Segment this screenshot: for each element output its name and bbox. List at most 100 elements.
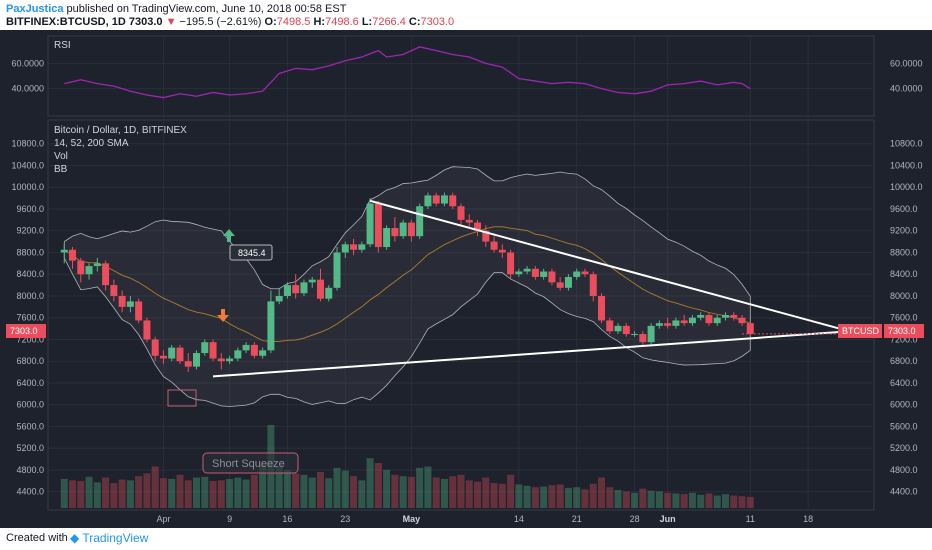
candle-body [184, 361, 192, 367]
price-tick-label-left: 10000.0 [11, 182, 44, 192]
candle-body [606, 320, 614, 332]
candle-body [316, 279, 324, 299]
price-tick-label-right: 10400.0 [890, 160, 923, 170]
candle-body [713, 317, 721, 324]
price-tick-label-left: 6800.0 [16, 356, 44, 366]
volume-bar [110, 483, 118, 508]
volume-bar [143, 473, 151, 508]
candle-body [564, 276, 572, 288]
candle-body [664, 323, 672, 326]
low-value: 7266.4 [372, 16, 406, 28]
candle-body [93, 263, 101, 267]
candle-body [407, 222, 415, 237]
tradingview-brand: TradingView [82, 531, 149, 545]
candle-body [424, 195, 432, 207]
candle-body [515, 271, 523, 275]
legend-title: Bitcoin / Dollar, 1D, BITFINEX [54, 125, 187, 136]
price-tick-label-right: 5600.0 [890, 421, 918, 431]
candle-body [507, 252, 515, 275]
price-tick-label-left: 6400.0 [16, 378, 44, 388]
volume-bar [721, 494, 729, 508]
triangle-trendline [369, 199, 850, 333]
volume-bar [424, 466, 432, 508]
symbol-tag [838, 324, 882, 338]
candle-body [416, 206, 424, 237]
up-arrow-icon [223, 229, 235, 242]
time-tick-label: 21 [572, 514, 582, 524]
volume-bar [399, 476, 407, 508]
triangle-trendline [212, 330, 850, 378]
price-tick-label-left: 6000.0 [16, 400, 44, 410]
time-tick-label: 11 [746, 514, 755, 524]
candle-body [440, 195, 448, 204]
candle-body [267, 301, 275, 351]
publish-info: published on TradingView.com, June 10, 2… [66, 3, 347, 15]
candle-body [325, 287, 333, 299]
volume-bar [226, 478, 234, 508]
candle-body [250, 344, 258, 356]
volume-bar [738, 496, 746, 508]
volume-bar [490, 483, 498, 508]
volume-bar [697, 494, 705, 508]
candle-body [168, 347, 176, 359]
candle-body [672, 320, 680, 326]
volume-bar [474, 481, 482, 508]
author-link[interactable]: PaxJustica [6, 3, 64, 15]
volume-bar [482, 477, 490, 508]
price-tick-label-left: 7200.0 [16, 334, 44, 344]
volume-bar [614, 490, 622, 508]
price-tick-label-right: 6000.0 [890, 400, 918, 410]
volume-bar [556, 484, 564, 508]
tradingview-logo[interactable]: ◆ TradingView [70, 531, 149, 545]
candle-body [209, 342, 217, 359]
legend-bb: BB [54, 164, 68, 175]
open-label: O: [264, 16, 277, 28]
candle-body [639, 334, 647, 343]
last-price-text-right: 7303.0 [888, 326, 916, 336]
volume-bar [523, 485, 531, 508]
candle-body [556, 282, 564, 288]
last-price: 7303.0 [128, 16, 163, 28]
price-flag: 8345.4 [238, 248, 266, 258]
candle-body [449, 195, 457, 207]
candle-body [77, 260, 85, 275]
volume-bar [333, 467, 341, 508]
high-label: H: [313, 16, 326, 28]
price-tick-label-left: 7600.0 [16, 313, 44, 323]
rsi-series [64, 46, 751, 99]
candle-body [350, 244, 358, 250]
volume-bar [680, 494, 688, 508]
candle-body [523, 268, 531, 272]
volume-bar [730, 495, 738, 508]
price-change: −195.5 (−2.61%) [179, 16, 262, 28]
candle-body [366, 203, 374, 245]
candle-body [399, 222, 407, 237]
candle-body [292, 285, 300, 294]
high-value: 7498.6 [325, 16, 359, 28]
volume-bar [60, 478, 68, 508]
candle-body [193, 353, 201, 367]
candle-body [234, 350, 242, 359]
candle-body [118, 295, 126, 307]
volume-bar [176, 474, 184, 508]
volume-bar [350, 476, 358, 508]
volume-bar [118, 479, 126, 508]
low-label: L: [361, 16, 373, 28]
price-tick-label-left: 4800.0 [16, 465, 44, 475]
volume-bar [622, 491, 630, 508]
chart-canvas[interactable]: 10800.0 10800.0 10400.0 10400.0 10000.0 10000… [0, 30, 932, 528]
volume-bar [457, 474, 465, 508]
rsi-line [64, 46, 751, 99]
volume-bar [308, 477, 316, 508]
time-tick-label: 9 [227, 514, 232, 524]
candle-body [110, 285, 118, 296]
volume-bar [515, 484, 523, 508]
price-tick-label-left: 4400.0 [16, 487, 44, 497]
last-price-label-left [6, 324, 46, 338]
volume-bar [573, 487, 581, 508]
candle-body [688, 317, 696, 324]
rsi-pane [47, 35, 875, 117]
rsi-tick-label-right: 40.0000 [890, 84, 923, 94]
volume-bar [217, 480, 225, 508]
volume-bar [135, 476, 143, 508]
